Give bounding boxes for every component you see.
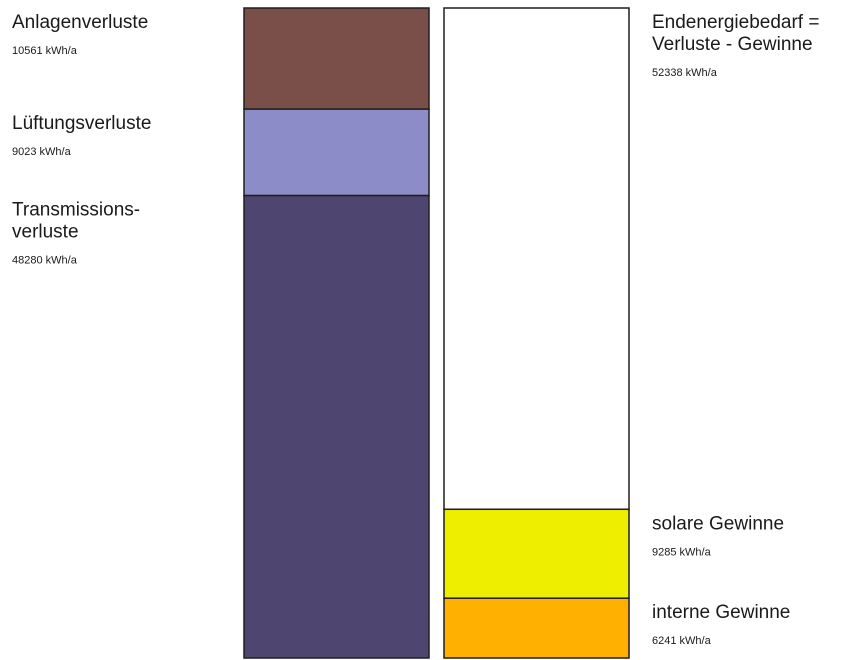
bar-segment-transmissions-verluste [243,194,430,659]
label-endenergiebedarf-verluste-gewinne-line-1: Endenergiebedarf = [652,12,819,33]
value-transmissions-verluste: 48280 kWh/a [12,255,78,267]
value-anlagenverluste: 10561 kWh/a [12,45,78,57]
label-anlagenverluste: Anlagenverluste [12,12,148,33]
value-interne-gewinne: 6241 kWh/a [652,635,712,647]
bar-segment-interne-gewinne [443,597,630,659]
value-lueftungsverluste: 9023 kWh/a [12,146,72,158]
label-interne-gewinne: interne Gewinne [652,602,790,623]
label-endenergiebedarf-verluste-gewinne-line-2: Verluste - Gewinne [652,34,813,55]
bar-segment-lueftungsverluste [243,108,430,197]
bar-segment-anlagenverluste [243,7,430,110]
label-solare-gewinne: solare Gewinne [652,513,784,534]
value-endenergiebedarf-verluste-gewinne: 52338 kWh/a [652,67,718,79]
label-transmissions-verluste-line-1: Transmissions- [12,200,140,221]
label-lueftungsverluste: Lüftungsverluste [12,113,151,134]
value-solare-gewinne: 9285 kWh/a [652,546,712,558]
bar-segment-endenergiebedarf-verluste-gewinne [443,7,630,511]
bar-segment-solare-gewinne [443,508,630,599]
label-transmissions-verluste-line-2: verluste [12,222,79,243]
